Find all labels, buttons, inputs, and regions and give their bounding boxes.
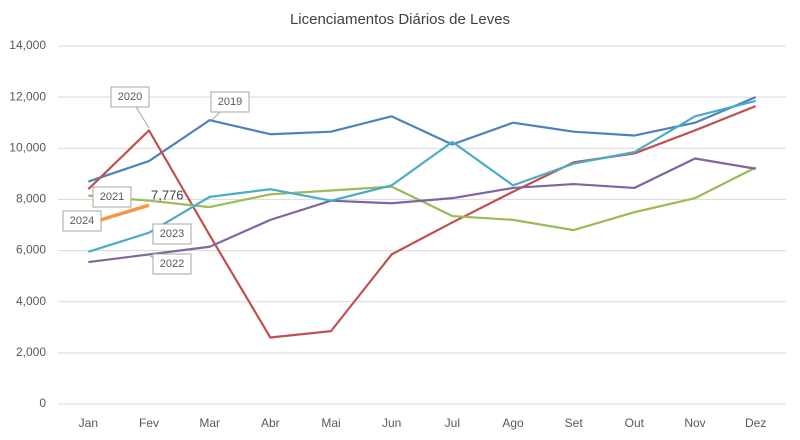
series-line [87,105,757,339]
y-tick-label: 8,000 [16,192,46,206]
x-tick-label: Fev [139,416,159,430]
series-label: 2020 [118,91,142,103]
callout-box [210,91,250,113]
x-tick-label: Jul [445,416,460,430]
x-tick-label: Nov [684,416,705,430]
x-tick-label: Ago [502,416,524,430]
data-label: 7,776 [151,188,184,203]
y-tick-label: 2,000 [16,345,46,359]
callout-box [152,223,192,245]
series-label: 2023 [160,228,184,240]
y-tick-label: 12,000 [9,89,46,103]
x-tick-label: Jan [79,416,98,430]
y-tick-label: 0 [39,396,46,410]
y-tick-label: 4,000 [16,294,46,308]
series-label: 2022 [160,258,184,270]
callout-box [110,86,150,108]
x-tick-label: Mar [199,416,220,430]
series-line [88,157,756,264]
x-tick-label: Mai [321,416,340,430]
callout-box [152,253,192,275]
y-tick-label: 14,000 [9,38,46,52]
series-line [87,96,757,183]
callout-box [92,186,132,208]
series-label: 2021 [100,191,124,203]
x-tick-label: Jun [382,416,401,430]
callout-box [62,210,102,232]
x-tick-label: Abr [261,416,280,430]
series-label: 2024 [70,215,94,227]
x-tick-label: Set [565,416,584,430]
series-line [88,99,756,253]
chart-title: Licenciamentos Diários de Leves [290,11,510,28]
x-tick-label: Out [625,416,645,430]
y-tick-label: 6,000 [16,243,46,257]
y-tick-label: 10,000 [9,140,46,154]
series-label: 2019 [218,96,242,108]
x-tick-label: Dez [745,416,766,430]
